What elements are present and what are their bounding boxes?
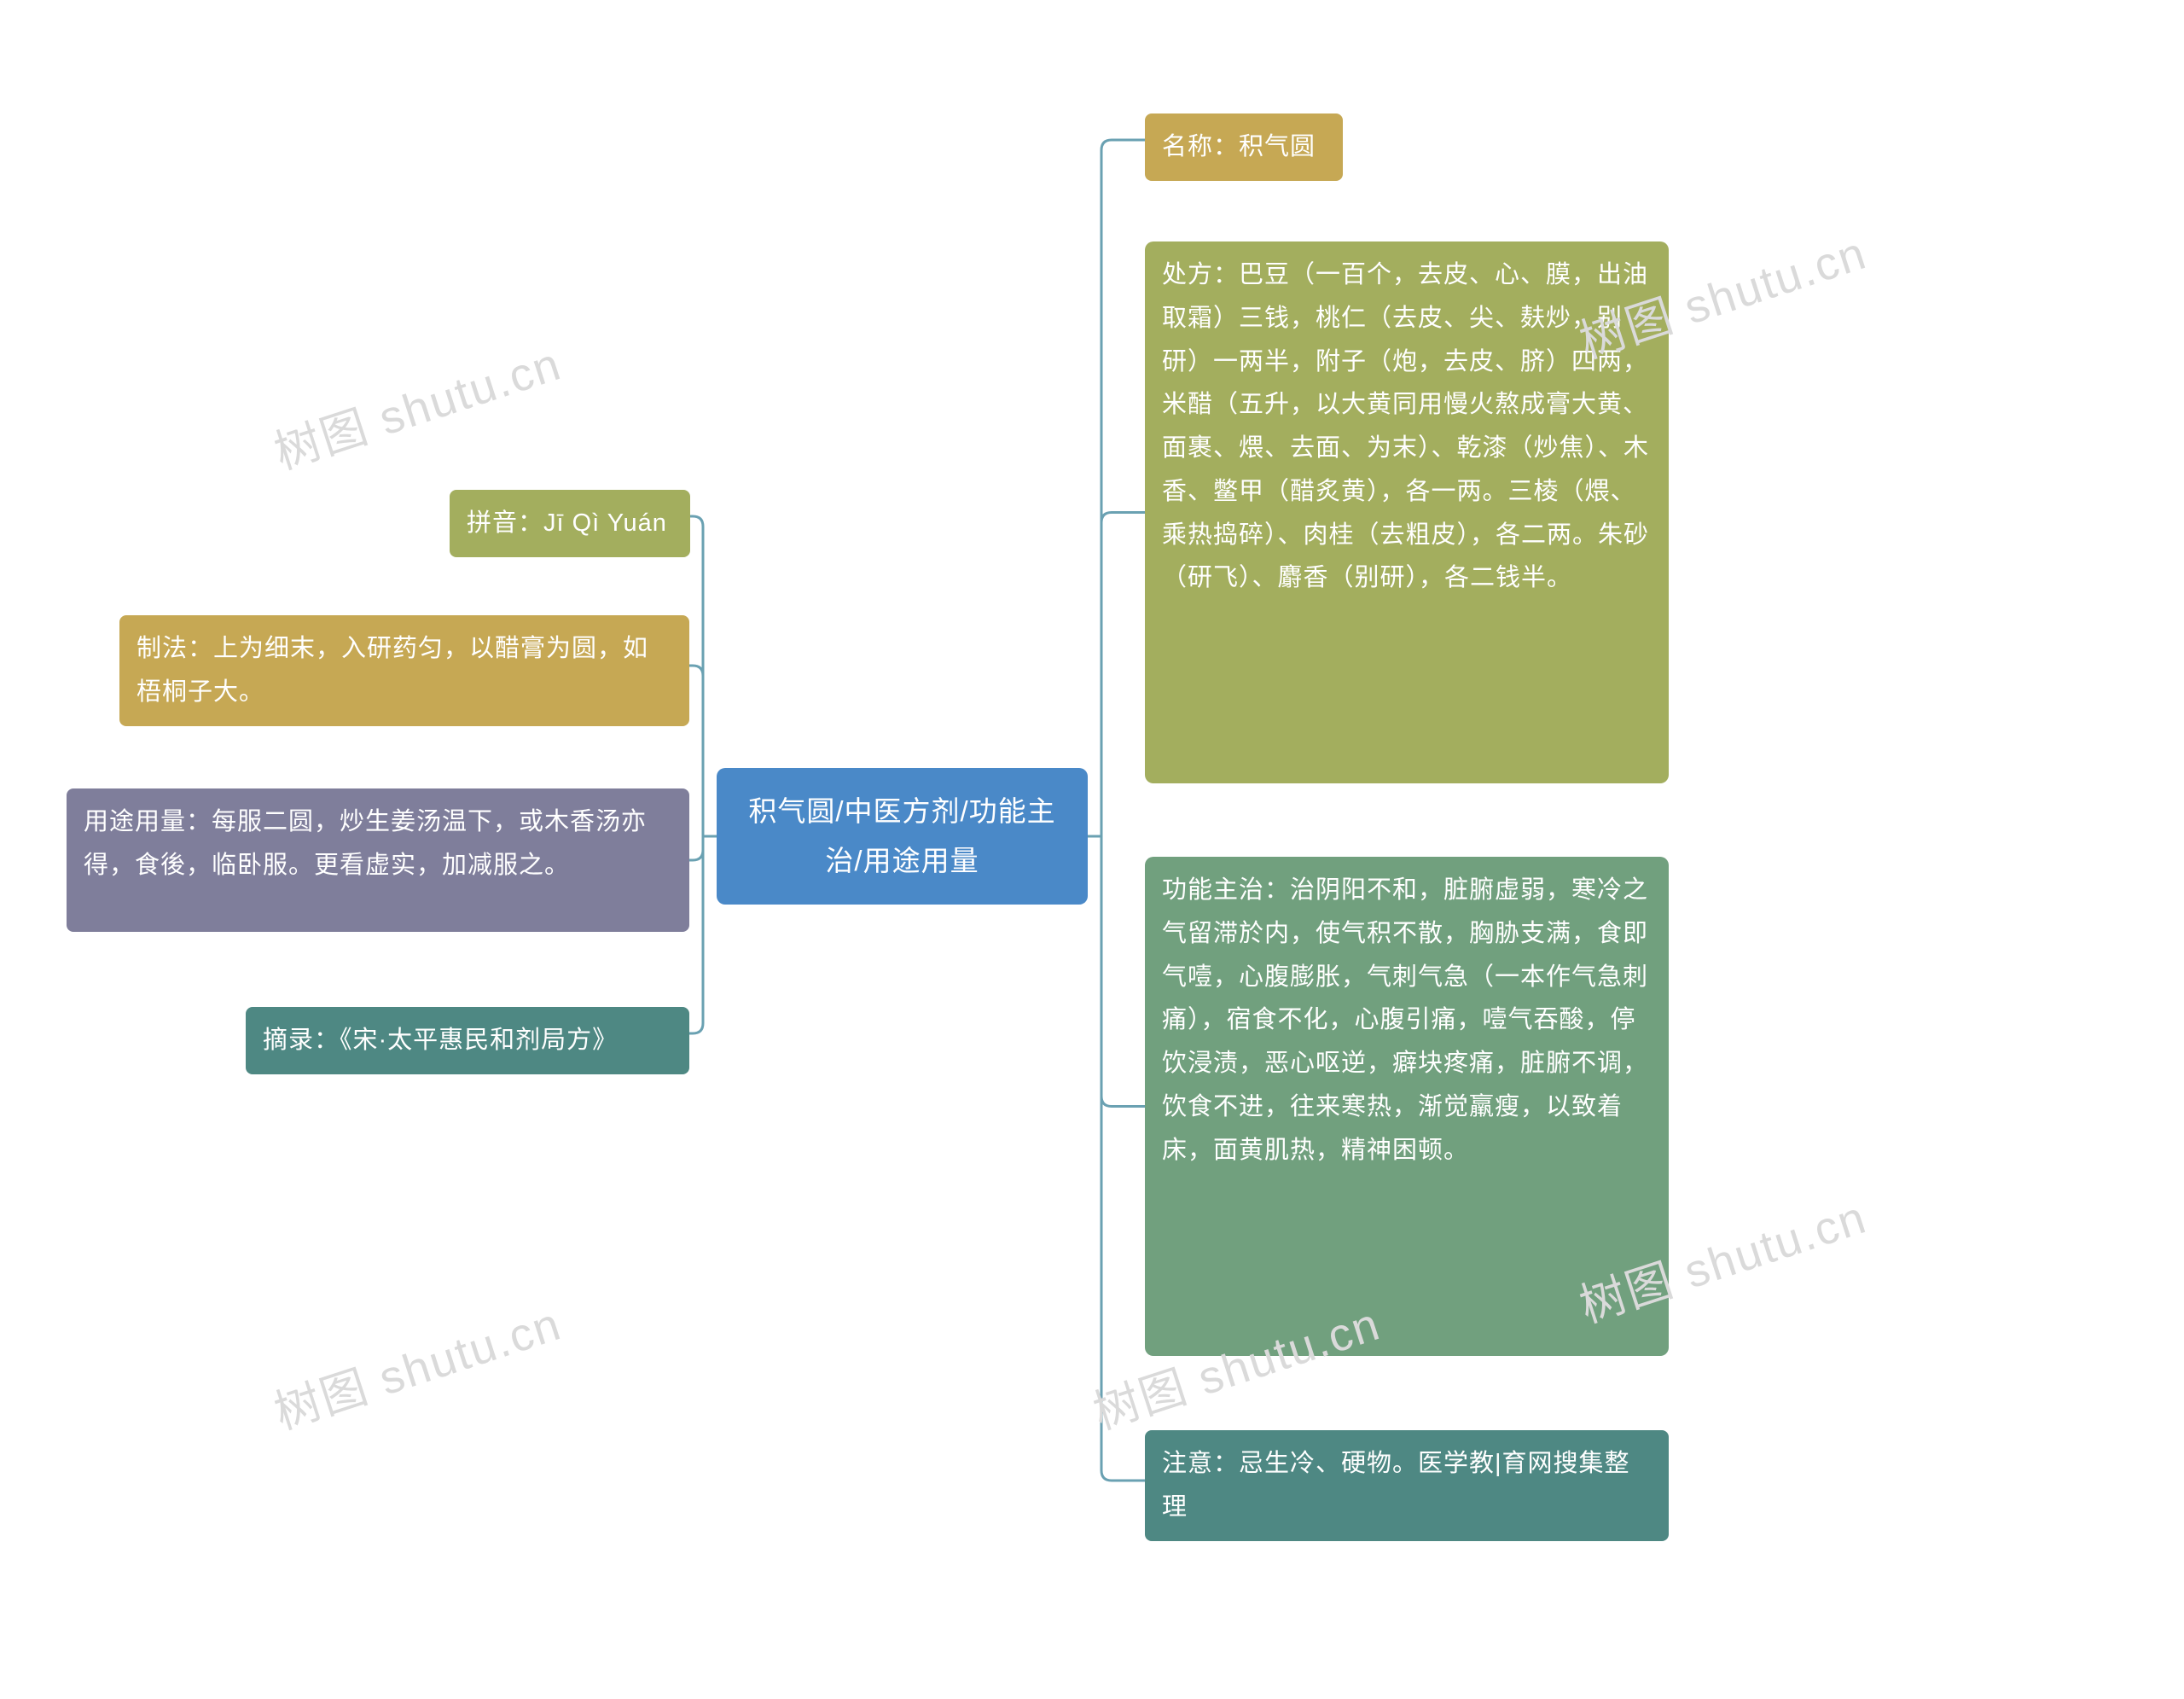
node-chufang-text: 处方：巴豆（一百个，去皮、心、膜，出油取霜）三钱，桃仁（去皮、尖、麸炒，别研）一… <box>1162 261 1649 591</box>
node-zhuyi: 注意：忌生冷、硬物。医学教|育网搜集整理 <box>1145 1430 1669 1541</box>
node-zhifa: 制法：上为细末，入研药匀，以醋膏为圆，如梧桐子大。 <box>119 615 689 726</box>
node-gongneng: 功能主治：治阴阳不和，脏腑虚弱，寒冷之气留滞於内，使气积不散，胸胁支满，食即气噎… <box>1145 857 1669 1356</box>
node-yongtu: 用途用量：每服二圆，炒生姜汤温下，或木香汤亦得，食後，临卧服。更看虚实，加减服之… <box>67 788 689 932</box>
node-zhuyi-text: 注意：忌生冷、硬物。医学教|育网搜集整理 <box>1162 1450 1630 1521</box>
center-text: 积气圆/中医方剂/功能主治/用途用量 <box>734 787 1071 886</box>
watermark: 树图 shutu.cn <box>264 1286 568 1442</box>
node-mingcheng-text: 名称：积气圆 <box>1162 133 1316 160</box>
node-zhifa-text: 制法：上为细末，入研药匀，以醋膏为圆，如梧桐子大。 <box>136 635 648 706</box>
node-chufang: 处方：巴豆（一百个，去皮、心、膜，出油取霜）三钱，桃仁（去皮、尖、麸炒，别研）一… <box>1145 241 1669 783</box>
watermark: 树图 shutu.cn <box>264 326 568 482</box>
node-pinyin-text: 拼音：Jī Qì Yuán <box>467 509 667 537</box>
node-yongtu-text: 用途用量：每服二圆，炒生姜汤温下，或木香汤亦得，食後，临卧服。更看虚实，加减服之… <box>84 808 647 879</box>
center-node: 积气圆/中医方剂/功能主治/用途用量 <box>717 768 1088 905</box>
node-gongneng-text: 功能主治：治阴阳不和，脏腑虚弱，寒冷之气留滞於内，使气积不散，胸胁支满，食即气噎… <box>1162 876 1648 1164</box>
node-mingcheng: 名称：积气圆 <box>1145 113 1343 181</box>
node-pinyin: 拼音：Jī Qì Yuán <box>450 490 690 557</box>
node-zhailu-text: 摘录：《宋·太平惠民和剂局方》 <box>263 1027 618 1054</box>
node-zhailu: 摘录：《宋·太平惠民和剂局方》 <box>246 1007 689 1074</box>
